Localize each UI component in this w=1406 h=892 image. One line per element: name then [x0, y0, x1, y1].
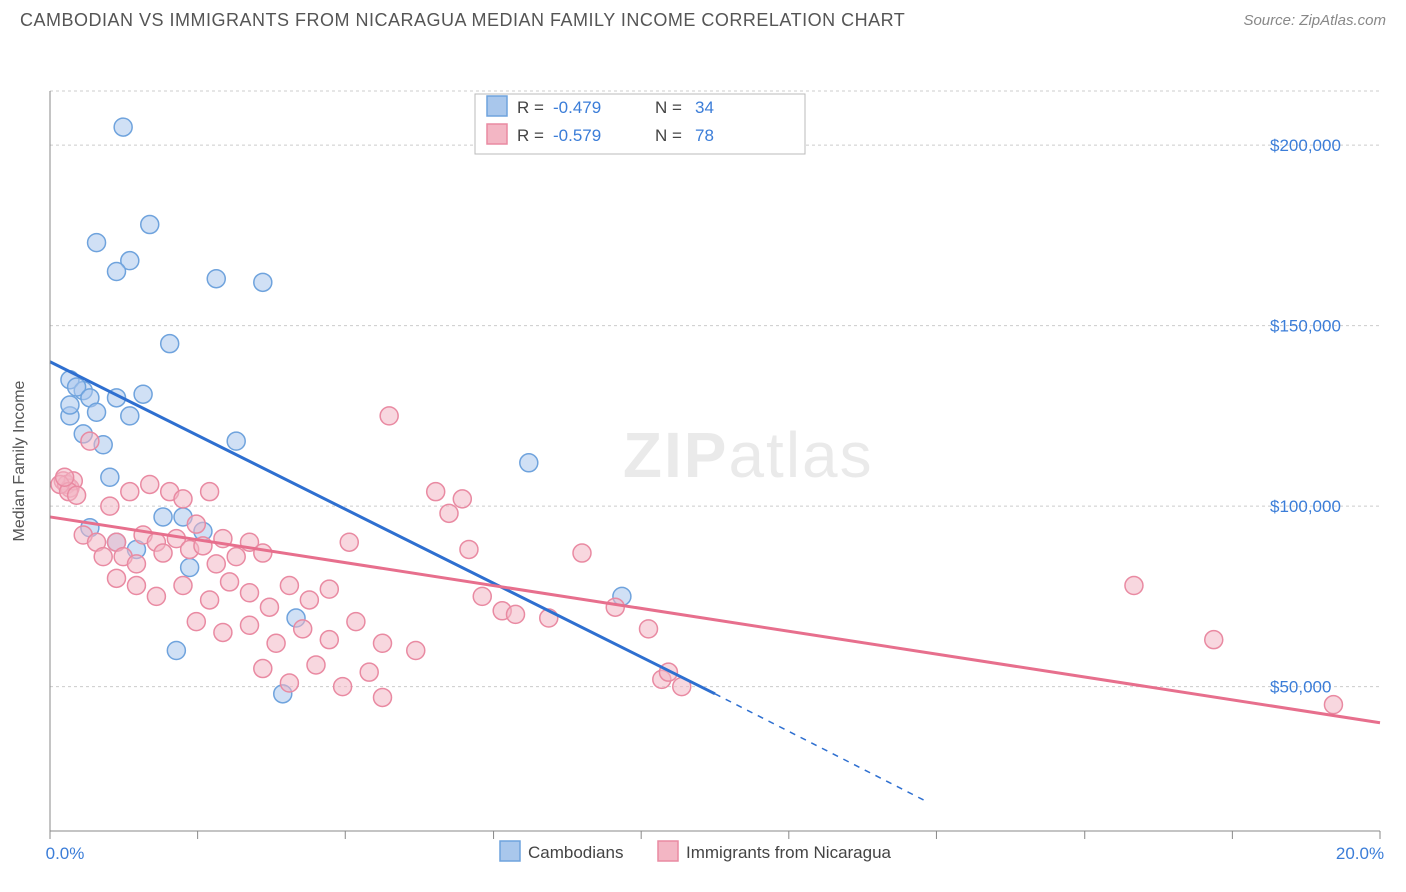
data-point — [114, 118, 132, 136]
data-point — [241, 616, 259, 634]
data-point — [374, 634, 392, 652]
data-point — [154, 508, 172, 526]
x-tick-label: 0.0% — [46, 844, 85, 863]
data-point — [227, 548, 245, 566]
data-point — [187, 515, 205, 533]
legend-swatch — [500, 841, 520, 861]
data-point — [174, 490, 192, 508]
data-point — [320, 580, 338, 598]
legend-r-value: -0.479 — [553, 98, 601, 117]
data-point — [134, 385, 152, 403]
data-point — [320, 631, 338, 649]
source-attribution: Source: ZipAtlas.com — [1243, 12, 1386, 29]
scatter-chart: $50,000 $100,000 $150,000 $200,000 ZIPatlas 0… — [0, 36, 1406, 886]
legend-n-label: N = — [655, 98, 682, 117]
legend-r-label: R = — [517, 98, 544, 117]
data-point — [227, 432, 245, 450]
data-point — [81, 432, 99, 450]
data-point — [61, 396, 79, 414]
legend-n-label: N = — [655, 126, 682, 145]
data-point — [141, 475, 159, 493]
data-point — [427, 483, 445, 501]
data-point — [1324, 696, 1342, 714]
chart-container: Median Family Income $50,000 $100,000 $150… — [0, 36, 1406, 886]
legend-swatch — [487, 124, 507, 144]
data-point — [267, 634, 285, 652]
data-point — [280, 577, 298, 595]
data-point — [154, 544, 172, 562]
data-point — [56, 468, 74, 486]
data-point — [294, 620, 312, 638]
data-point — [340, 533, 358, 551]
data-point — [187, 613, 205, 631]
data-point — [94, 548, 112, 566]
data-point — [334, 678, 352, 696]
legend-r-label: R = — [517, 126, 544, 145]
data-point — [201, 483, 219, 501]
legend-series-label: Immigrants from Nicaragua — [686, 843, 892, 862]
y-axis-label: Median Family Income — [11, 361, 29, 561]
y-tick-label: $50,000 — [1270, 678, 1331, 697]
data-point — [407, 642, 425, 660]
data-point — [380, 407, 398, 425]
data-point — [121, 407, 139, 425]
data-point — [460, 540, 478, 558]
y-tick-label: $200,000 — [1270, 136, 1341, 155]
chart-title: CAMBODIAN VS IMMIGRANTS FROM NICARAGUA M… — [20, 10, 905, 31]
data-point — [254, 544, 272, 562]
data-point — [174, 577, 192, 595]
legend-series-label: Cambodians — [528, 843, 623, 862]
data-point — [101, 468, 119, 486]
data-point — [473, 587, 491, 605]
data-point — [307, 656, 325, 674]
data-point — [507, 605, 525, 623]
data-point — [254, 660, 272, 678]
data-point — [254, 273, 272, 291]
data-point — [68, 486, 86, 504]
legend-n-value: 34 — [695, 98, 714, 117]
data-point — [214, 623, 232, 641]
data-point — [121, 483, 139, 501]
data-point — [127, 577, 145, 595]
data-point — [573, 544, 591, 562]
data-point — [221, 573, 239, 591]
data-point — [141, 216, 159, 234]
data-point — [360, 663, 378, 681]
data-point — [161, 335, 179, 353]
data-point — [101, 497, 119, 515]
data-point — [207, 555, 225, 573]
legend-r-value: -0.579 — [553, 126, 601, 145]
legend-swatch — [658, 841, 678, 861]
data-point — [241, 584, 259, 602]
data-point — [167, 642, 185, 660]
data-point — [300, 591, 318, 609]
data-point — [453, 490, 471, 508]
data-point — [181, 558, 199, 576]
data-point — [108, 569, 126, 587]
data-point — [520, 454, 538, 472]
data-point — [280, 674, 298, 692]
data-point — [1125, 577, 1143, 595]
legend-swatch — [487, 96, 507, 116]
data-point — [88, 234, 106, 252]
watermark: ZIPatlas — [623, 419, 874, 491]
legend-n-value: 78 — [695, 126, 714, 145]
data-point — [347, 613, 365, 631]
y-tick-label: $100,000 — [1270, 497, 1341, 516]
data-point — [640, 620, 658, 638]
data-point — [88, 403, 106, 421]
data-point — [606, 598, 624, 616]
data-point — [147, 587, 165, 605]
data-point — [207, 270, 225, 288]
data-point — [108, 262, 126, 280]
data-point — [440, 504, 458, 522]
trend-line-dashed — [715, 694, 928, 802]
data-point — [260, 598, 278, 616]
data-point — [201, 591, 219, 609]
data-point — [127, 555, 145, 573]
x-tick-label: 20.0% — [1336, 844, 1384, 863]
data-point — [374, 688, 392, 706]
y-tick-label: $150,000 — [1270, 317, 1341, 336]
data-point — [1205, 631, 1223, 649]
